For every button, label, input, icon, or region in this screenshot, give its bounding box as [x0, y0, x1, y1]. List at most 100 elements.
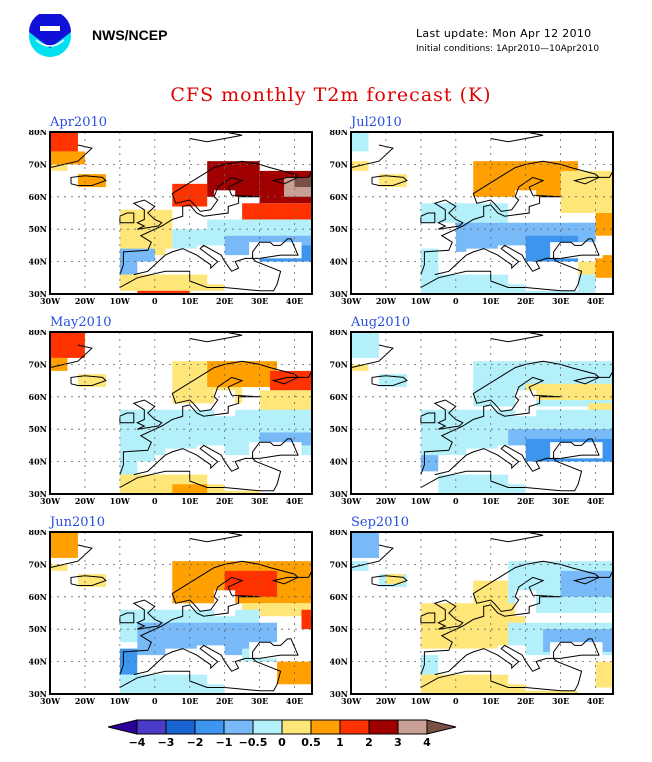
sea-mask — [207, 274, 260, 285]
anomaly-cell — [119, 674, 225, 694]
x-tick-label: 0 — [152, 496, 158, 506]
x-tick-label: 30W — [40, 696, 61, 706]
coastline — [119, 644, 282, 692]
map-canvas: 30W 20W 10W 0 10E 20E 30E 40E 30N 40N 50N 60N 70N 80N — [29, 530, 313, 706]
coastline — [70, 175, 107, 186]
x-tick-label: 10E — [482, 696, 499, 706]
anomaly-cell — [172, 484, 208, 494]
map-panel-may2010: May2010 30W 20W 10W 0 10E 20E 30E 40E 30N 40N 50N 60… — [29, 315, 313, 506]
y-tick-label: 40N — [330, 657, 348, 667]
colorbar-swatch — [252, 719, 283, 735]
anomaly-cell — [119, 274, 225, 291]
colorbar-label: 1 — [336, 736, 344, 749]
x-tick-label: 40E — [587, 496, 604, 506]
coastline — [420, 360, 614, 475]
y-tick-label: 50N — [330, 624, 348, 634]
colorbar-label: −3 — [158, 736, 175, 749]
colorbar-label: 3 — [394, 736, 402, 749]
y-tick-label: 70N — [330, 559, 348, 569]
x-tick-label: 10W — [110, 296, 131, 306]
coastline — [70, 575, 107, 586]
map-panel-jul2010: Jul2010 30W 20W 10W 0 10E 20E 30E 40E 30N 40N 50N 60… — [330, 115, 614, 306]
map-frame — [350, 331, 614, 495]
anomaly-cell — [525, 383, 613, 401]
x-tick-label: 10E — [181, 296, 198, 306]
x-tick-label: 30W — [341, 696, 362, 706]
anomaly-cell — [207, 219, 312, 236]
colorbar-label: −2 — [187, 736, 204, 749]
x-tick-label: 20W — [376, 696, 397, 706]
x-tick-label: 10W — [110, 496, 131, 506]
anomaly-cell — [207, 361, 278, 388]
sea-mask — [249, 442, 302, 459]
coastline — [119, 560, 313, 675]
anomaly-cell — [242, 203, 312, 220]
x-tick-label: 40E — [587, 296, 604, 306]
y-tick-label: 40N — [330, 457, 348, 467]
y-tick-label: 70N — [330, 159, 348, 169]
x-tick-label: 30E — [552, 696, 569, 706]
coastline — [420, 444, 583, 492]
x-tick-label: 10E — [482, 296, 499, 306]
anomaly-cell — [595, 213, 613, 236]
y-tick-label: 40N — [29, 257, 47, 267]
anomaly-cell — [420, 248, 439, 278]
coastline — [119, 244, 282, 292]
coastline — [49, 544, 93, 569]
x-tick-label: 20W — [75, 496, 96, 506]
anomaly-cell — [560, 570, 613, 597]
x-tick-label: 30W — [40, 496, 61, 506]
coastline — [132, 399, 163, 430]
map-frame — [350, 531, 614, 695]
colorbar-label: −1 — [216, 736, 233, 749]
anomaly-cell — [351, 132, 369, 152]
x-tick-label: 10W — [411, 496, 432, 506]
sea-mask — [550, 242, 603, 259]
x-tick-label: 40E — [286, 296, 303, 306]
coastline — [490, 131, 544, 143]
map-panel-jun2010: Jun2010 30W 20W 10W 0 10E 20E 30E 40E 30N 40N 50N 60… — [29, 515, 313, 706]
x-tick-label: 30E — [251, 296, 268, 306]
coastline — [350, 544, 394, 569]
x-tick-label: 0 — [453, 696, 459, 706]
x-tick-label: 20E — [216, 296, 233, 306]
sea-mask — [466, 648, 498, 672]
colorbar-swatch — [368, 719, 399, 735]
y-tick-label: 70N — [29, 359, 47, 369]
colorbar-swatch — [136, 719, 167, 735]
anomaly-cell — [50, 151, 85, 165]
anomaly-cell — [119, 648, 138, 678]
map-frame — [49, 131, 313, 295]
anomaly-cell — [595, 661, 613, 688]
map-canvas: 30W 20W 10W 0 10E 20E 30E 40E 30N 40N 50N 60N 70N 80N — [330, 130, 614, 306]
coastline — [252, 638, 299, 659]
x-tick-label: 30W — [40, 296, 61, 306]
colorbar-swatch — [281, 719, 312, 735]
y-tick-label: 80N — [29, 130, 47, 137]
sea-mask — [207, 474, 260, 485]
x-tick-label: 20W — [75, 296, 96, 306]
sea-mask — [508, 474, 561, 485]
sea-mask — [508, 274, 561, 285]
coastline — [189, 331, 243, 343]
coastline — [433, 199, 464, 230]
colorbar-label: 0.5 — [301, 736, 321, 749]
last-update: Last update: Mon Apr 12 2010 — [416, 27, 592, 40]
sea-mask — [165, 248, 197, 272]
x-tick-label: 0 — [453, 496, 459, 506]
map-frame — [49, 331, 313, 495]
y-tick-label: 50N — [29, 224, 47, 234]
sea-mask — [249, 642, 302, 659]
anomaly-cell — [50, 532, 78, 558]
sea-mask — [550, 442, 603, 459]
anomaly-cell — [50, 132, 78, 152]
y-tick-label: 30N — [29, 289, 47, 299]
map-frame — [49, 531, 313, 695]
coastline — [553, 238, 600, 259]
coastline — [132, 599, 163, 630]
x-tick-label: 10E — [482, 496, 499, 506]
y-tick-label: 70N — [29, 559, 47, 569]
map-canvas: 30W 20W 10W 0 10E 20E 30E 40E 30N 40N 50N 60N 70N 80N — [29, 130, 313, 306]
coastline — [490, 331, 544, 343]
panel-title: Jun2010 — [50, 515, 106, 530]
